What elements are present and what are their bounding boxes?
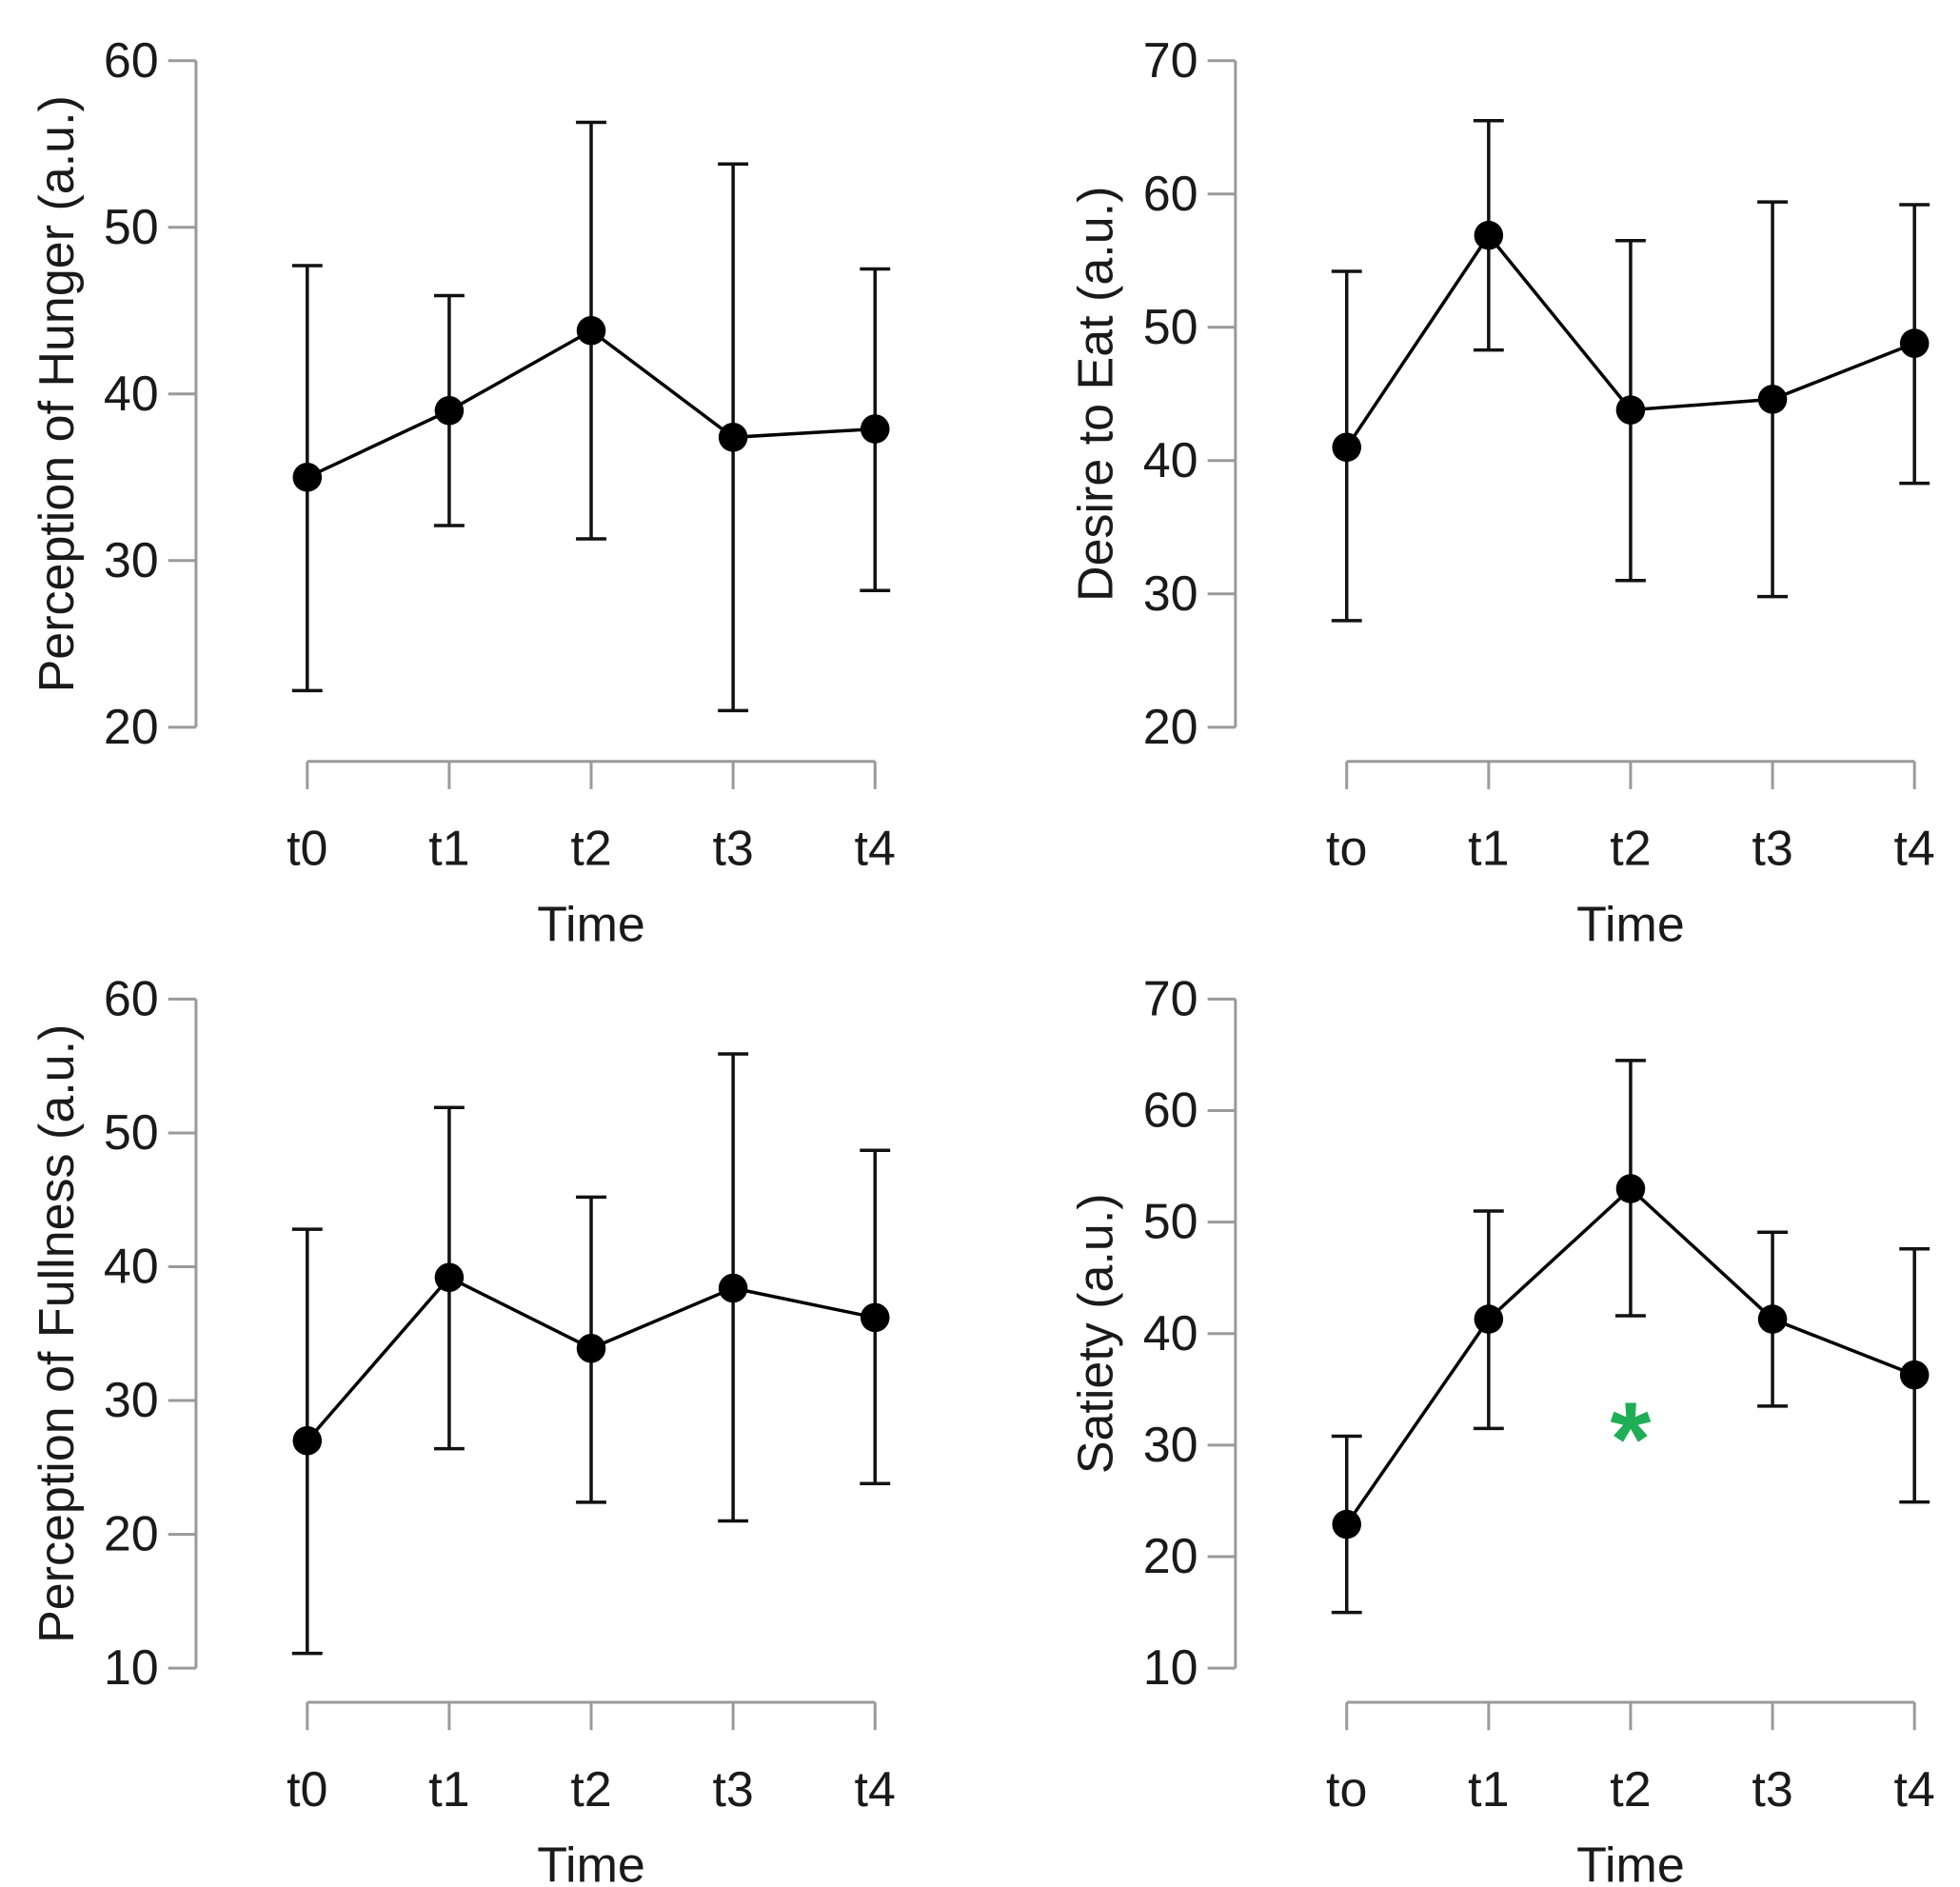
data-point — [1899, 1360, 1930, 1390]
data-point — [434, 396, 465, 426]
data-point — [434, 1262, 465, 1293]
y-tick-label: 40 — [1143, 1306, 1198, 1361]
data-point — [860, 1302, 890, 1333]
y-tick-label: 50 — [104, 1105, 159, 1161]
x-axis-title: Time — [537, 897, 645, 952]
x-tick-label: t2 — [570, 1762, 611, 1817]
y-tick-label: 30 — [104, 533, 159, 588]
y-tick-label: 60 — [104, 33, 159, 89]
x-tick-label: t4 — [855, 822, 896, 877]
y-tick-label: 50 — [1143, 1195, 1198, 1250]
x-tick-label: to — [1326, 822, 1367, 877]
data-point — [576, 1333, 606, 1363]
y-tick-label: 30 — [104, 1373, 159, 1428]
chart-panel-top-right: 20 30 40 50 60 70 to t1 t2 t3 t4 Time Desire to Eat … — [1069, 33, 1935, 953]
y-tick-label: 60 — [1143, 1083, 1198, 1139]
x-tick-label: to — [1326, 1762, 1367, 1817]
y-axis-title: Perception of Fullness (a.u.) — [30, 1024, 85, 1643]
y-tick-label: 10 — [1143, 1640, 1198, 1696]
data-point — [1615, 1174, 1646, 1203]
data-point — [1474, 220, 1504, 250]
y-tick-label: 30 — [1143, 1418, 1198, 1473]
x-tick-label: t4 — [1893, 1762, 1934, 1817]
data-point — [718, 423, 748, 452]
y-tick-label: 10 — [104, 1640, 159, 1696]
chart-panel-bottom-right: 10 20 30 40 50 60 70 to t1 t2 t3 t4 Time Satiety (a.u… — [1069, 971, 1935, 1887]
data-point — [1474, 1304, 1504, 1334]
y-tick-label: 20 — [1143, 1529, 1198, 1584]
data-point — [860, 414, 890, 444]
x-tick-label: t3 — [1752, 822, 1792, 877]
x-tick-label: t2 — [1610, 1762, 1651, 1817]
chart-panel-top-left: 20 30 40 50 60 t0 t1 t2 t3 t4 Time Perception of Hu… — [30, 33, 896, 953]
y-axis-title: Perception of Hunger (a.u.) — [30, 95, 85, 692]
data-point — [1757, 1304, 1788, 1334]
data-point — [292, 1425, 323, 1456]
data-point — [1332, 1509, 1362, 1539]
x-tick-label: t0 — [287, 1762, 327, 1817]
x-tick-label: t1 — [428, 822, 469, 877]
x-tick-label: t1 — [1468, 822, 1509, 877]
x-tick-label: t4 — [855, 1762, 896, 1817]
data-point — [576, 316, 606, 346]
y-tick-label: 50 — [104, 200, 159, 255]
data-point — [1899, 328, 1930, 358]
y-tick-label: 40 — [104, 367, 159, 422]
y-axis-title: Satiety (a.u.) — [1069, 1193, 1124, 1474]
data-point — [1757, 385, 1788, 414]
x-tick-label: t3 — [712, 1762, 753, 1817]
x-tick-label: t4 — [1893, 822, 1934, 877]
x-axis-title: Time — [1576, 897, 1685, 952]
x-axis-title: Time — [1576, 1838, 1685, 1887]
y-tick-label: 70 — [1143, 971, 1198, 1026]
y-tick-label: 60 — [104, 971, 159, 1026]
y-tick-label: 20 — [104, 700, 159, 755]
y-axis-title: Desire to Eat (a.u.) — [1069, 187, 1124, 602]
y-tick-label: 20 — [104, 1507, 159, 1562]
data-point — [1615, 395, 1646, 425]
data-point — [718, 1273, 748, 1303]
y-tick-label: 70 — [1143, 33, 1198, 89]
y-tick-label: 30 — [1143, 566, 1198, 622]
y-tick-label: 40 — [104, 1240, 159, 1295]
x-tick-label: t2 — [1610, 822, 1651, 877]
x-tick-label: t0 — [287, 822, 327, 877]
y-tick-label: 40 — [1143, 433, 1198, 488]
data-point — [292, 463, 323, 492]
y-tick-label: 60 — [1143, 167, 1198, 222]
x-tick-label: t1 — [428, 1762, 469, 1817]
x-tick-label: t1 — [1468, 1762, 1509, 1817]
x-tick-label: t2 — [570, 822, 611, 877]
chart-panel-bottom-left: 10 20 30 40 50 60 t0 t1 t2 t3 t4 Time Perception of … — [30, 971, 896, 1887]
x-tick-label: t3 — [1752, 1762, 1792, 1817]
data-point — [1332, 432, 1362, 463]
significance-asterisk: * — [1611, 1381, 1652, 1499]
y-tick-label: 20 — [1143, 700, 1198, 755]
x-tick-label: t3 — [712, 822, 753, 877]
y-tick-label: 50 — [1143, 300, 1198, 355]
x-axis-title: Time — [537, 1838, 645, 1887]
